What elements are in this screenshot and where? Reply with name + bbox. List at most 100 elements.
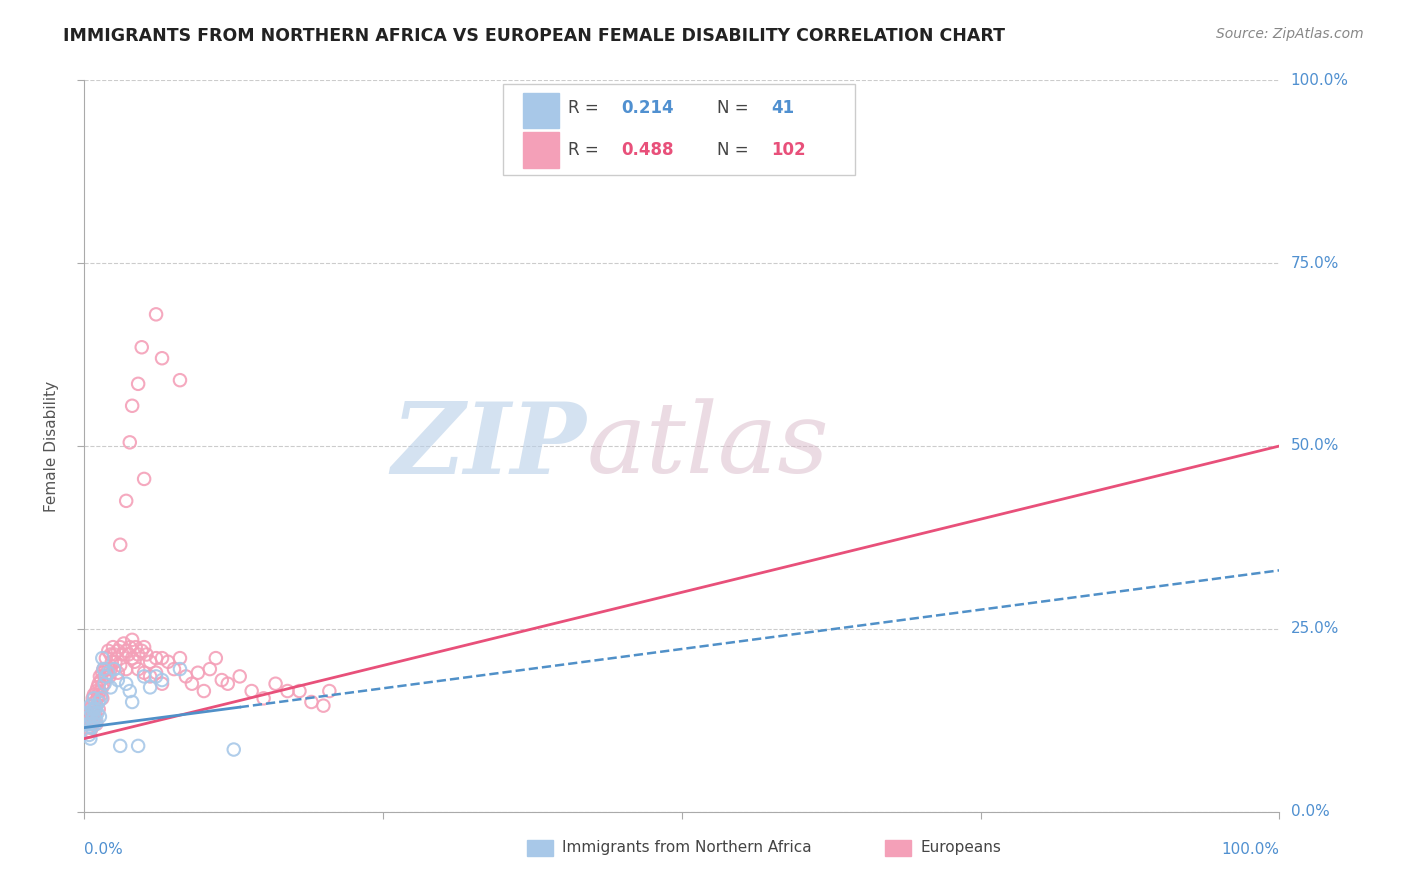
Point — [77, 717, 100, 731]
Point — [107, 665, 129, 680]
Point — [127, 648, 149, 662]
Point — [139, 655, 162, 669]
Point — [82, 702, 104, 716]
Point — [80, 721, 103, 735]
Point — [145, 307, 167, 321]
Text: 0.0%: 0.0% — [1291, 805, 1329, 819]
Point — [181, 676, 204, 690]
Point — [127, 662, 149, 676]
Point — [79, 731, 101, 746]
Point — [83, 702, 105, 716]
Text: Europeans: Europeans — [921, 840, 1002, 855]
Point — [103, 662, 125, 676]
Point — [82, 714, 104, 728]
Point — [100, 662, 122, 676]
Point — [139, 681, 162, 695]
Bar — [886, 839, 911, 855]
Text: 25.0%: 25.0% — [1291, 622, 1339, 636]
Point — [86, 717, 108, 731]
Point — [77, 709, 100, 723]
Point — [90, 673, 112, 687]
Point — [193, 684, 215, 698]
Point — [150, 673, 173, 687]
Point — [93, 662, 115, 676]
Bar — [527, 839, 553, 855]
Point — [107, 673, 129, 687]
Point — [107, 644, 129, 658]
Point — [101, 655, 124, 669]
Point — [169, 662, 191, 676]
Point — [110, 658, 132, 673]
Text: R =: R = — [568, 99, 605, 117]
Point — [79, 724, 101, 739]
Point — [84, 702, 107, 716]
Point — [253, 691, 276, 706]
Point — [91, 665, 114, 680]
Point — [83, 688, 105, 702]
Point — [82, 717, 104, 731]
Point — [145, 651, 167, 665]
Point — [318, 684, 340, 698]
Point — [103, 662, 125, 676]
Point — [83, 691, 105, 706]
Point — [163, 662, 186, 676]
Point — [86, 684, 108, 698]
Point — [121, 632, 143, 647]
Point — [139, 669, 162, 683]
Point — [80, 706, 103, 720]
Point — [93, 676, 115, 690]
Point — [145, 669, 167, 683]
Point — [87, 688, 110, 702]
Point — [94, 669, 117, 683]
Point — [82, 706, 104, 720]
Text: 102: 102 — [772, 141, 806, 159]
FancyBboxPatch shape — [503, 84, 855, 176]
Point — [115, 494, 138, 508]
Point — [288, 684, 311, 698]
Point — [150, 676, 173, 690]
Point — [157, 655, 180, 669]
Point — [77, 728, 100, 742]
Text: 41: 41 — [772, 99, 794, 117]
Point — [98, 669, 121, 683]
Text: 75.0%: 75.0% — [1291, 256, 1339, 270]
Point — [76, 717, 98, 731]
Point — [87, 695, 110, 709]
Point — [86, 706, 108, 720]
Point — [110, 640, 132, 655]
Point — [115, 662, 138, 676]
Point — [132, 669, 156, 683]
Point — [132, 640, 156, 655]
Point — [112, 636, 135, 650]
Point — [135, 648, 157, 662]
Text: 0.488: 0.488 — [621, 141, 673, 159]
Point — [86, 681, 108, 695]
Point — [91, 651, 114, 665]
Point — [169, 651, 191, 665]
Point — [145, 665, 167, 680]
Point — [131, 340, 153, 354]
Point — [93, 676, 115, 690]
Y-axis label: Female Disability: Female Disability — [44, 380, 59, 512]
Point — [217, 676, 239, 690]
Point — [150, 351, 173, 366]
Point — [100, 648, 122, 662]
Text: atlas: atlas — [586, 399, 830, 493]
Text: 100.0%: 100.0% — [1222, 842, 1279, 857]
Point — [77, 706, 100, 720]
Point — [86, 691, 108, 706]
Point — [89, 709, 111, 723]
Point — [90, 688, 112, 702]
Point — [97, 662, 120, 676]
Point — [84, 717, 107, 731]
Point — [125, 640, 148, 655]
Point — [103, 648, 125, 662]
Point — [118, 435, 141, 450]
Point — [121, 399, 143, 413]
Point — [100, 681, 122, 695]
Point — [77, 721, 100, 735]
Point — [115, 644, 138, 658]
Point — [79, 717, 101, 731]
Point — [94, 662, 117, 676]
Point — [97, 665, 120, 680]
